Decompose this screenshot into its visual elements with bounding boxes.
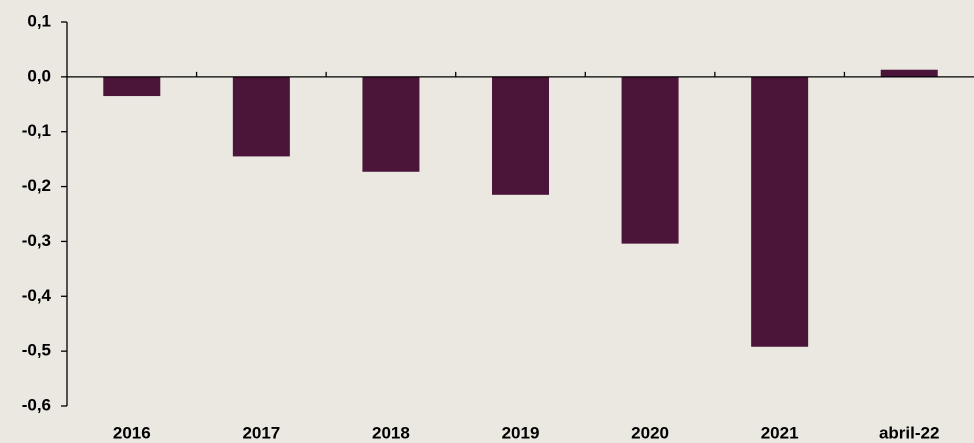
x-tick-label: 2020 — [631, 423, 669, 442]
bar — [880, 69, 938, 77]
bar — [103, 76, 161, 97]
y-tick-label: 0,1 — [27, 11, 51, 30]
bar — [621, 76, 679, 244]
y-tick-label: -0,1 — [22, 121, 51, 140]
x-tick-label: abril-22 — [879, 423, 939, 442]
bar — [232, 76, 290, 157]
y-tick-label: 0,0 — [27, 66, 51, 85]
x-tick-label: 2018 — [372, 423, 410, 442]
bar — [491, 76, 550, 195]
x-tick-label: 2017 — [242, 423, 280, 442]
y-tick-label: -0,2 — [22, 176, 51, 195]
x-tick-label: 2021 — [761, 423, 799, 442]
bar — [751, 76, 809, 347]
x-tick-label: 2019 — [502, 423, 540, 442]
x-tick-label: 2016 — [113, 423, 151, 442]
y-tick-label: -0,3 — [22, 231, 51, 250]
y-tick-label: -0,4 — [22, 286, 52, 305]
y-tick-label: -0,5 — [22, 341, 51, 360]
y-tick-label: -0,6 — [22, 395, 51, 414]
bar — [362, 76, 420, 172]
